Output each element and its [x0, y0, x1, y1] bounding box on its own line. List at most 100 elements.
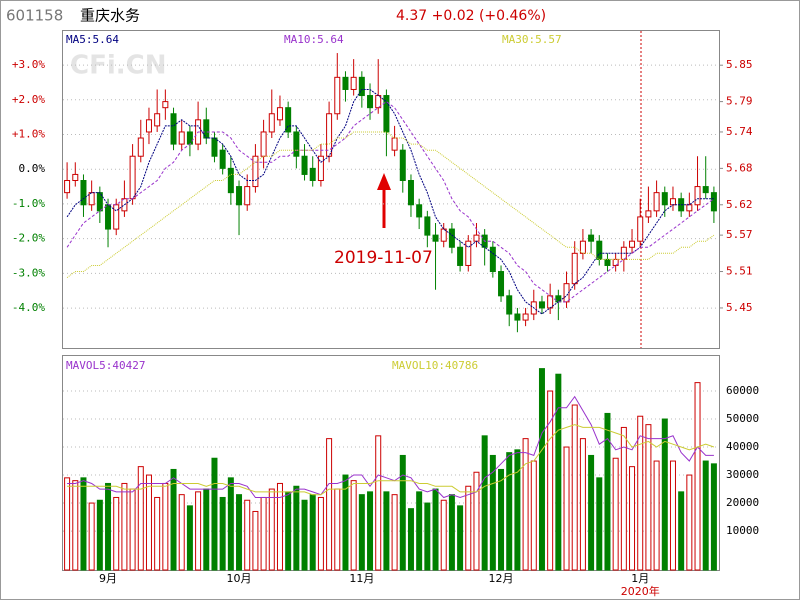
volume-bar — [710, 463, 717, 571]
candle-body — [285, 107, 292, 133]
x-tick-label: 10月 — [227, 572, 252, 585]
y-tick-label: +1.0% — [12, 127, 45, 140]
x-tick-label: 12月 — [489, 572, 514, 585]
volume-bar — [629, 466, 636, 571]
volume-bar — [694, 382, 701, 571]
volume-bar — [530, 460, 537, 571]
candle-body — [145, 119, 152, 133]
volume-bar — [260, 496, 267, 571]
candle-body — [637, 216, 644, 242]
candle-body — [293, 131, 300, 157]
candle-body — [686, 204, 693, 212]
candle-body — [489, 246, 496, 273]
legend-label: MAVOL10:40786 — [392, 359, 478, 372]
volume-bar — [80, 477, 87, 571]
y2-tick-label: 5.79 — [726, 95, 753, 108]
legend-label: MA10:5.64 — [284, 33, 344, 46]
volume-bar — [399, 454, 406, 571]
volume-bar — [203, 488, 210, 571]
volume-bar — [293, 485, 300, 571]
x-sublabel: 2020年 — [621, 584, 660, 598]
y2-tick-label: 5.85 — [726, 58, 753, 71]
volume-bar — [498, 468, 505, 571]
volume-bar — [686, 474, 693, 571]
y-tick-label: 40000 — [726, 440, 759, 453]
y-tick-label: 10000 — [726, 524, 759, 537]
volume-bar — [301, 499, 308, 571]
candle-body — [399, 149, 406, 182]
candle-body — [350, 76, 357, 90]
candle-body — [416, 204, 423, 218]
volume-bar — [88, 502, 95, 571]
volume-bar — [72, 480, 79, 571]
candle-body — [538, 301, 545, 309]
candle-body — [383, 95, 390, 133]
price-pane — [62, 30, 720, 349]
candle-body — [244, 186, 251, 206]
quote: 4.37 +0.02 (+0.46%) — [396, 8, 546, 24]
candle-body — [211, 137, 218, 157]
volume-bar — [268, 488, 275, 571]
y2-tick-label: 5.62 — [726, 198, 753, 211]
volume-bar — [407, 508, 414, 571]
candle-body — [170, 113, 177, 145]
volume-bar — [236, 494, 243, 571]
candle-body — [178, 131, 185, 145]
y-tick-label: 50000 — [726, 412, 759, 425]
volume-bar — [137, 466, 144, 571]
arrow-head — [377, 173, 391, 190]
volume-bar — [571, 404, 578, 571]
candle-body — [702, 186, 709, 194]
candle-body — [186, 131, 193, 145]
legend-label: MAVOL5:40427 — [66, 359, 145, 372]
candle-body — [448, 228, 455, 248]
volume-bar — [252, 510, 259, 571]
volume-bar — [604, 412, 611, 571]
volume-bar — [661, 418, 668, 571]
candle-body — [309, 167, 316, 182]
volume-bar — [350, 480, 357, 571]
volume-bar — [555, 373, 562, 571]
candle-body — [105, 204, 112, 230]
candle-body — [506, 295, 513, 315]
y2-tick-label: 5.57 — [726, 228, 753, 241]
candle-body — [113, 204, 120, 230]
volume-bar — [219, 496, 226, 571]
volume-bar — [612, 457, 619, 571]
mavol-line — [67, 395, 714, 499]
candle-body — [80, 180, 87, 206]
y2-tick-label: 5.68 — [726, 161, 753, 174]
volume-bar — [367, 491, 374, 571]
legend-label: MA30:5.57 — [502, 33, 562, 46]
volume-bar — [162, 482, 169, 571]
candle-body — [342, 76, 349, 90]
y-tick-label: +2.0% — [12, 93, 45, 106]
volume-bar — [547, 390, 554, 571]
ma-line — [66, 100, 715, 303]
volume-bar — [64, 477, 71, 571]
volume-bar — [588, 454, 595, 571]
volume-bar — [358, 494, 365, 571]
volume-bar — [317, 496, 324, 571]
y-tick-label: -4.0% — [12, 301, 45, 314]
volume-bar — [702, 460, 709, 571]
y-tick-label: 0.0% — [19, 162, 46, 175]
volume-bar — [440, 499, 447, 571]
volume-bar — [465, 485, 472, 571]
volume-bar — [514, 449, 521, 571]
y-tick-label: 30000 — [726, 468, 759, 481]
volume-bar — [285, 491, 292, 571]
candle-body — [367, 95, 374, 109]
y2-tick-label: 5.45 — [726, 301, 753, 314]
candle-body — [440, 228, 447, 242]
candle-body — [457, 246, 464, 266]
volume-bar — [334, 488, 341, 571]
candle-body — [407, 180, 414, 206]
legend-label: MA5:5.64 — [66, 33, 119, 46]
candle-body — [252, 155, 259, 188]
y2-tick-label: 5.51 — [726, 265, 753, 278]
candle-body — [661, 192, 668, 206]
candle-body — [391, 137, 398, 151]
watermark: CFi.CN — [70, 51, 166, 81]
